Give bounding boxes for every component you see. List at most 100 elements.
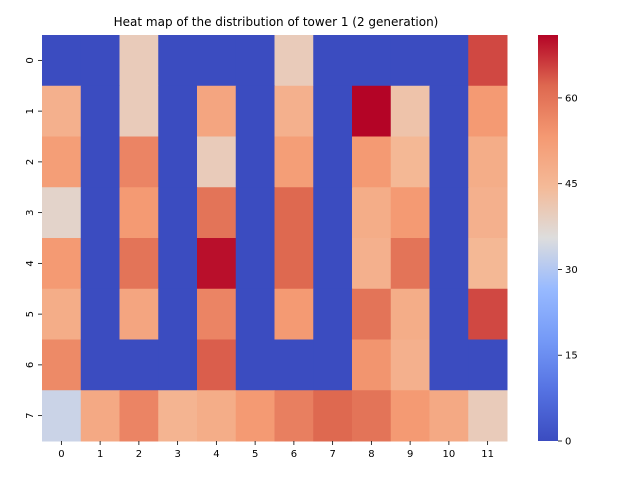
y-tick-label: 0 <box>25 57 36 63</box>
heatmap-cell-r5-c5 <box>235 288 275 340</box>
heatmap-cell-r7-c6 <box>274 390 314 442</box>
heatmap-cell-r4-c10 <box>429 238 469 290</box>
heatmap-cell-r0-c9 <box>390 35 430 87</box>
heatmap-cell-r5-c2 <box>119 288 159 340</box>
heatmap-cell-r6-c9 <box>390 339 430 391</box>
heatmap-cell-r6-c7 <box>313 339 353 391</box>
y-tick-label: 6 <box>25 362 36 368</box>
x-tick-label: 8 <box>368 449 374 460</box>
heatmap-cell-r4-c0 <box>42 238 82 290</box>
heatmap-cell-r7-c2 <box>119 390 159 442</box>
heatmap-cell-r2-c8 <box>352 136 392 188</box>
heatmap-cell-r7-c1 <box>80 390 120 442</box>
heatmap-cell-r5-c0 <box>42 288 82 340</box>
heatmap-cell-r2-c3 <box>158 136 198 188</box>
heatmap-cell-r4-c11 <box>468 238 508 290</box>
heatmap-cell-r2-c4 <box>197 136 237 188</box>
x-tick-label: 4 <box>213 449 219 460</box>
x-tick-label: 11 <box>481 449 494 460</box>
colorbar-tick-label: 30 <box>565 265 578 276</box>
heatmap-cell-r3-c2 <box>119 187 159 239</box>
heatmap-cell-r4-c9 <box>390 238 430 290</box>
heatmap-cell-r7-c10 <box>429 390 469 442</box>
heatmap-cell-r0-c5 <box>235 35 275 87</box>
colorbar-tick-label: 0 <box>565 437 571 448</box>
heatmap-cell-r4-c3 <box>158 238 198 290</box>
heatmap-cell-r1-c3 <box>158 85 198 137</box>
heatmap-cell-r2-c1 <box>80 136 120 188</box>
heatmap-cell-r0-c1 <box>80 35 120 87</box>
colorbar-tick-label: 60 <box>565 93 578 104</box>
heatmap-cell-r4-c7 <box>313 238 353 290</box>
x-tick-label: 3 <box>174 449 180 460</box>
heatmap-cell-r6-c2 <box>119 339 159 391</box>
heatmap-cell-r7-c5 <box>235 390 275 442</box>
colorbar <box>538 35 558 441</box>
heatmap-cell-r6-c4 <box>197 339 237 391</box>
heatmap-cell-r5-c3 <box>158 288 198 340</box>
heatmap-cell-r0-c4 <box>197 35 237 87</box>
heatmap-cell-r0-c8 <box>352 35 392 87</box>
heatmap-cell-r0-c11 <box>468 35 508 87</box>
colorbar-ticks: 0 15 30 45 60 <box>558 93 578 448</box>
x-tick-label: 6 <box>291 449 297 460</box>
heatmap-cell-r7-c3 <box>158 390 198 442</box>
x-tick-label: 10 <box>443 449 456 460</box>
heatmap-cell-r0-c7 <box>313 35 353 87</box>
heatmap-cell-r1-c7 <box>313 85 353 137</box>
heatmap-cell-r6-c10 <box>429 339 469 391</box>
heatmap-cell-r5-c8 <box>352 288 392 340</box>
heatmap-cell-r2-c5 <box>235 136 275 188</box>
heatmap-cell-r7-c9 <box>390 390 430 442</box>
heatmap-cell-r1-c10 <box>429 85 469 137</box>
heatmap-cell-r4-c1 <box>80 238 120 290</box>
heatmap-cell-r6-c1 <box>80 339 120 391</box>
heatmap-cell-r3-c8 <box>352 187 392 239</box>
heatmap-cell-r2-c9 <box>390 136 430 188</box>
colorbar-tick-label: 45 <box>565 179 578 190</box>
heatmap-cell-r4-c4 <box>197 238 237 290</box>
heatmap-cell-r3-c11 <box>468 187 508 239</box>
heatmap-cell-r5-c9 <box>390 288 430 340</box>
chart-title: Heat map of the distribution of tower 1 … <box>114 15 439 29</box>
heatmap-cell-r3-c4 <box>197 187 237 239</box>
heatmap-cell-r3-c9 <box>390 187 430 239</box>
y-tick-label: 4 <box>25 260 36 266</box>
heatmap-cell-r2-c6 <box>274 136 314 188</box>
heatmap-cell-r1-c0 <box>42 85 82 137</box>
heatmap-cell-r1-c6 <box>274 85 314 137</box>
heatmap-cell-r1-c9 <box>390 85 430 137</box>
heatmap-cell-r3-c10 <box>429 187 469 239</box>
heatmap-cell-r1-c5 <box>235 85 275 137</box>
heatmap-cell-r6-c6 <box>274 339 314 391</box>
heatmap-cell-r6-c0 <box>42 339 82 391</box>
y-tick-label: 2 <box>25 159 36 165</box>
heatmap-cell-r2-c11 <box>468 136 508 188</box>
heatmap-cell-r4-c2 <box>119 238 159 290</box>
heatmap-cell-r2-c7 <box>313 136 353 188</box>
heatmap-cell-r0-c2 <box>119 35 159 87</box>
x-tick-label: 2 <box>136 449 142 460</box>
heatmap-cell-r2-c0 <box>42 136 82 188</box>
x-tick-label: 9 <box>407 449 413 460</box>
heatmap-cell-r7-c8 <box>352 390 392 442</box>
heatmap-cell-r7-c7 <box>313 390 353 442</box>
heatmap-cell-r4-c6 <box>274 238 314 290</box>
x-tick-label: 1 <box>97 449 103 460</box>
heatmap-cell-r1-c8 <box>352 85 392 137</box>
heatmap-cell-r4-c5 <box>235 238 275 290</box>
heatmap-cell-r7-c4 <box>197 390 237 442</box>
y-tick-label: 5 <box>25 311 36 317</box>
heatmap-cell-r0-c10 <box>429 35 469 87</box>
heatmap-cell-r6-c5 <box>235 339 275 391</box>
heatmap-cell-r2-c2 <box>119 136 159 188</box>
heatmap-cell-r1-c1 <box>80 85 120 137</box>
heatmap-cell-r3-c7 <box>313 187 353 239</box>
heatmap-cell-r0-c3 <box>158 35 198 87</box>
y-axis: 0 1 2 3 4 5 6 7 <box>25 57 42 419</box>
heatmap-cell-r0-c0 <box>42 35 82 87</box>
heatmap-cell-r7-c0 <box>42 390 82 442</box>
heatmap-cell-r3-c3 <box>158 187 198 239</box>
heatmap-cell-r3-c0 <box>42 187 82 239</box>
